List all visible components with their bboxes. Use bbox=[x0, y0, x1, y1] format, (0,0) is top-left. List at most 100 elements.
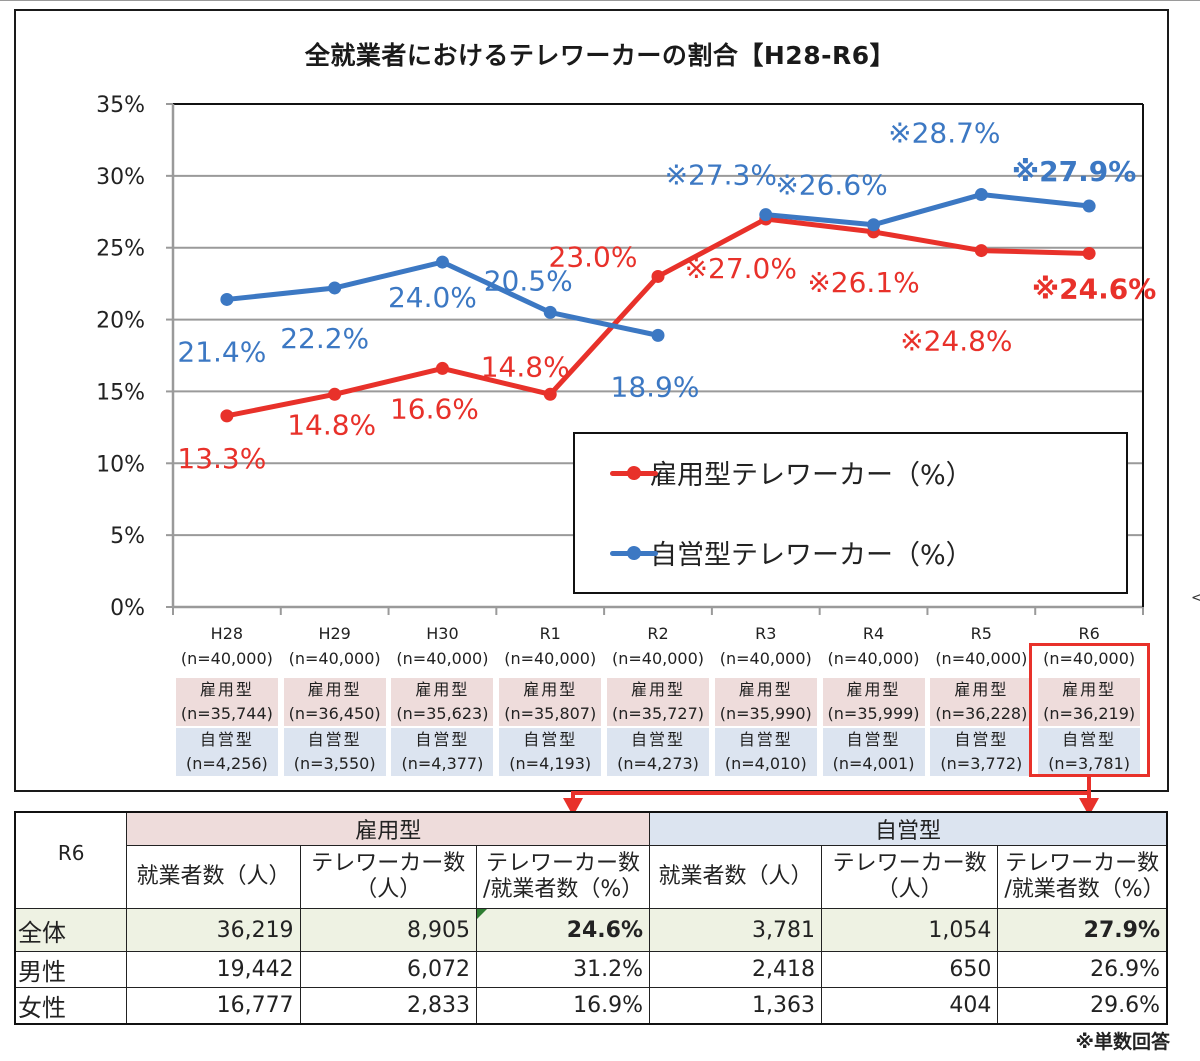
row-label: 全体 bbox=[14, 908, 128, 952]
x-tick-label: R3 bbox=[755, 624, 777, 643]
sample-type-label: 自営型 bbox=[1062, 730, 1117, 749]
data-point-self-employed bbox=[328, 281, 342, 295]
table-cell: 16.9% bbox=[475, 987, 651, 1025]
sample-size: (n=4,010) bbox=[724, 754, 807, 773]
employed-sample-cell: 雇用型 (n=35,999) bbox=[822, 678, 925, 726]
data-label: ※27.3% bbox=[665, 159, 777, 192]
x-category-label: H30 (n=40,000) bbox=[389, 621, 495, 671]
data-point-self-employed bbox=[867, 218, 881, 232]
table-cell: 1,054 bbox=[820, 908, 999, 952]
table-cell: 8,905 bbox=[299, 908, 477, 952]
sample-size: (n=4,273) bbox=[617, 754, 699, 773]
self-employed-sample-cell: 自営型 (n=4,001) bbox=[822, 728, 925, 776]
sample-type-label: 自営型 bbox=[523, 730, 578, 749]
data-label: ※24.6% bbox=[1032, 272, 1156, 305]
data-label: ※26.6% bbox=[775, 169, 887, 202]
data-point-self-employed bbox=[651, 328, 665, 342]
data-label: 14.8% bbox=[481, 350, 570, 383]
sample-type-label: 雇用型 bbox=[846, 680, 901, 699]
sample-type-label: 雇用型 bbox=[954, 680, 1009, 699]
sample-size: (n=35,623) bbox=[396, 704, 489, 723]
y-tick-label: 5% bbox=[110, 524, 145, 549]
line-chart: 0%5%10%15%20%25%30%35% 13.3%14.8% 16.6%14… bbox=[96, 93, 1156, 621]
data-label: 14.8% bbox=[287, 408, 376, 441]
category-sample-size: (n=40,000) bbox=[504, 649, 597, 668]
column-header: テレワーカー数 /就業者数（%） bbox=[997, 845, 1168, 909]
table-cell: 19,442 bbox=[126, 951, 301, 988]
column-header: 就業者数（人） bbox=[649, 845, 822, 909]
x-category-label: R2 (n=40,000) bbox=[605, 621, 711, 671]
data-point-employed bbox=[435, 361, 449, 375]
x-category-label: H28 (n=40,000) bbox=[174, 621, 280, 671]
sample-size: (n=36,219) bbox=[1043, 704, 1136, 723]
sample-type-label: 自営型 bbox=[630, 730, 685, 749]
category-sample-size: (n=40,000) bbox=[827, 649, 920, 668]
legend-swatch-blue-line-icon bbox=[610, 546, 658, 560]
sample-size: (n=35,999) bbox=[827, 704, 920, 723]
category-sample-size: (n=40,000) bbox=[611, 649, 704, 668]
employed-sample-cell: 雇用型 (n=35,727) bbox=[607, 678, 709, 726]
x-tick-label: R1 bbox=[539, 624, 561, 643]
table-row: 男性 19,442 6,072 31.2% 2,418 650 26.9% bbox=[14, 951, 1168, 988]
category-sample-size: (n=40,000) bbox=[288, 649, 381, 668]
x-category-label: R5 (n=40,000) bbox=[928, 621, 1034, 671]
column-header: 就業者数（人） bbox=[126, 845, 301, 909]
table-cell: 16,777 bbox=[126, 987, 301, 1025]
table-cell: 31.2% bbox=[475, 951, 651, 988]
chart-title: 全就業者におけるテレワーカーの割合【H28-R6】 bbox=[304, 41, 896, 70]
sample-size: (n=4,256) bbox=[185, 754, 268, 773]
self-employed-sample-cell: 自営型 (n=4,010) bbox=[714, 728, 817, 776]
sample-type-label: 自営型 bbox=[738, 730, 793, 749]
x-tick-label: R6 bbox=[1078, 624, 1100, 643]
legend-label: 雇用型テレワーカー（%） bbox=[650, 459, 973, 491]
table-cell: 2,833 bbox=[299, 987, 477, 1025]
sample-type-label: 雇用型 bbox=[630, 680, 685, 699]
sample-size: (n=4,001) bbox=[832, 754, 915, 773]
employed-sample-cell: 雇用型 (n=35,990) bbox=[714, 678, 817, 726]
data-label: 23.0% bbox=[549, 240, 638, 273]
legend-item-employed: 雇用型テレワーカー（%） bbox=[610, 452, 973, 492]
sample-size: (n=3,550) bbox=[293, 754, 376, 773]
data-point-self-employed bbox=[543, 305, 557, 319]
table-cell: 6,072 bbox=[299, 951, 477, 988]
data-point-employed bbox=[328, 387, 342, 401]
stray-glyph: < bbox=[1191, 590, 1200, 606]
sample-size: (n=35,744) bbox=[180, 704, 273, 723]
sample-size: (n=3,772) bbox=[940, 754, 1023, 773]
sample-type-label: 雇用型 bbox=[307, 680, 362, 699]
table-body: 全体 36,219 8,905 24.6% 3,781 1,054 27.9% 男性 19,44… bbox=[14, 908, 1168, 1025]
column-header: テレワーカー数 /就業者数（%） bbox=[475, 845, 651, 909]
r6-breakdown-table: R6 雇用型 自営型 就業者数（人） テレワーカー数 （人） テレワーカー数 /就業… bbox=[14, 811, 1168, 1025]
sample-size: (n=4,377) bbox=[401, 754, 484, 773]
x-category-label: R1 (n=40,000) bbox=[497, 621, 603, 671]
x-tick-label: H30 bbox=[426, 624, 459, 643]
self-employed-sample-cell: 自営型 (n=4,377) bbox=[391, 728, 494, 776]
sample-type-label: 雇用型 bbox=[199, 680, 254, 699]
legend-label: 自営型テレワーカー（%） bbox=[650, 539, 973, 571]
data-point-self-employed bbox=[759, 208, 773, 222]
table-cell: 3,781 bbox=[649, 908, 822, 952]
data-label: ※28.7% bbox=[888, 117, 1000, 150]
table-corner-label: R6 bbox=[14, 811, 128, 909]
category-sample-size: (n=40,000) bbox=[719, 649, 812, 668]
data-label: ※27.0% bbox=[685, 252, 797, 285]
sample-size: (n=4,193) bbox=[509, 754, 592, 773]
data-label: ※26.1% bbox=[807, 266, 919, 299]
data-label: 24.0% bbox=[388, 281, 477, 314]
employed-sample-cell: 雇用型 (n=36,228) bbox=[930, 678, 1033, 726]
cell-comment-marker-icon bbox=[476, 909, 487, 919]
data-point-self-employed bbox=[435, 255, 449, 269]
category-sample-size: (n=40,000) bbox=[180, 649, 273, 668]
data-label: 20.5% bbox=[484, 264, 573, 297]
self-employed-sample-cell: 自営型 (n=3,550) bbox=[283, 728, 386, 776]
x-tick-label: R2 bbox=[647, 624, 669, 643]
sample-type-label: 自営型 bbox=[954, 730, 1009, 749]
table-cell: 27.9% bbox=[997, 908, 1168, 952]
y-tick-label: 30% bbox=[96, 165, 145, 190]
column-header: テレワーカー数 （人） bbox=[299, 845, 477, 909]
x-tick-label: H28 bbox=[210, 624, 244, 643]
sample-size: (n=36,450) bbox=[288, 704, 381, 723]
sample-size: (n=3,781) bbox=[1048, 754, 1131, 773]
group-header-self-employed: 自営型 bbox=[649, 811, 1168, 846]
x-category-label: R6 (n=40,000) bbox=[1036, 621, 1142, 671]
